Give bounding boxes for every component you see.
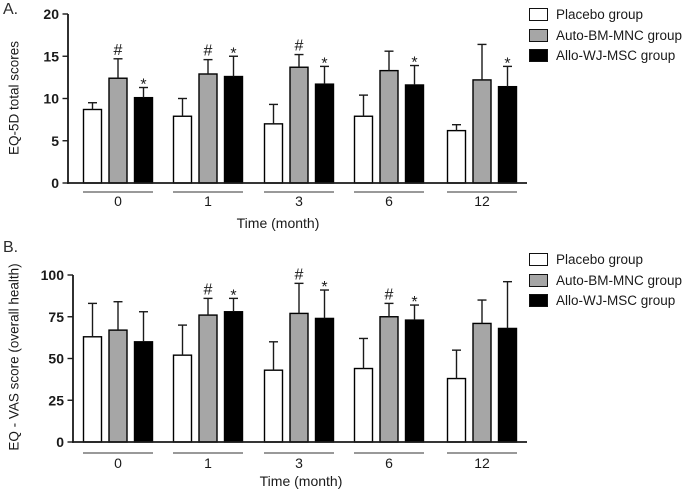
- significance-hash: #: [295, 266, 304, 283]
- bar: [314, 83, 335, 184]
- y-tick-label: 20: [43, 6, 59, 22]
- significance-hash: #: [114, 42, 123, 59]
- bar: [472, 79, 492, 184]
- significance-star: *: [140, 77, 146, 94]
- x-category-label: 6: [385, 455, 393, 471]
- significance-hash: #: [204, 43, 213, 60]
- significance-star: *: [230, 287, 236, 304]
- bar: [198, 73, 218, 184]
- legend-swatch-allo-wj-msc: [529, 294, 548, 307]
- y-tick-label: 15: [43, 48, 59, 64]
- x-category-label: 1: [204, 455, 212, 471]
- bar: [404, 319, 425, 443]
- legend-label-placebo: Placebo group: [556, 252, 644, 267]
- y-tick-label: 10: [43, 91, 59, 107]
- legend-item: Placebo group: [529, 252, 682, 267]
- bar: [289, 66, 309, 184]
- y-tick-label: 50: [48, 351, 64, 367]
- legend-label-allo-wj-msc: Allo-WJ-MSC group: [556, 293, 676, 308]
- bar: [172, 115, 193, 184]
- bar: [172, 354, 193, 443]
- legend-item: Allo-WJ-MSC group: [529, 48, 682, 63]
- legend-item: Placebo group: [529, 7, 682, 22]
- significance-star: *: [321, 279, 327, 296]
- panel-b-letter: B.: [3, 239, 19, 256]
- legend-label-placebo: Placebo group: [556, 7, 644, 22]
- bar: [497, 85, 518, 184]
- x-category-label: 3: [295, 193, 303, 209]
- x-category-label: 3: [295, 455, 303, 471]
- panel-b-x-axis-title: Time (month): [259, 473, 343, 489]
- bar: [446, 377, 467, 443]
- x-category-label: 0: [114, 455, 122, 471]
- bar: [133, 96, 154, 184]
- x-category-label: 12: [474, 193, 490, 209]
- y-tick-label: 100: [41, 267, 65, 283]
- y-tick-label: 75: [48, 309, 64, 325]
- bar: [314, 317, 335, 443]
- legend-item: Auto-BM-MNC group: [529, 28, 682, 43]
- panel-b-legend: Placebo group Auto-BM-MNC group Allo-WJ-…: [529, 252, 682, 308]
- legend-item: Auto-BM-MNC group: [529, 273, 682, 288]
- legend-label-auto-bm-mnc: Auto-BM-MNC group: [556, 272, 683, 288]
- x-category-label: 12: [474, 455, 490, 471]
- bar: [223, 75, 244, 184]
- legend-swatch-auto-bm-mnc: [529, 273, 548, 287]
- significance-star: *: [321, 55, 327, 72]
- bar: [379, 316, 399, 443]
- x-category-label: 0: [114, 193, 122, 209]
- legend-swatch-placebo: [529, 253, 548, 266]
- x-category-label: 6: [385, 193, 393, 209]
- significance-hash: #: [204, 281, 213, 298]
- bar: [82, 336, 103, 443]
- bar: [133, 341, 154, 443]
- panel-a-chart: 0 # * 1 # * 3 # * 6 * 12 * 0 5 10 15 20: [43, 6, 527, 209]
- significance-hash: #: [385, 286, 394, 303]
- significance-hash: #: [295, 38, 304, 55]
- bar: [404, 84, 425, 184]
- bar: [379, 69, 399, 184]
- significance-star: *: [411, 55, 417, 72]
- bar: [263, 123, 284, 184]
- legend-swatch-auto-bm-mnc: [529, 28, 548, 42]
- significance-star: *: [504, 55, 510, 72]
- legend-swatch-placebo: [529, 8, 548, 21]
- y-tick-label: 0: [56, 434, 64, 450]
- y-tick-label: 25: [48, 392, 64, 408]
- y-tick-label: 0: [51, 175, 59, 191]
- bar: [82, 108, 103, 184]
- significance-star: *: [230, 45, 236, 62]
- bar: [263, 369, 284, 443]
- legend-swatch-allo-wj-msc: [529, 49, 548, 62]
- bar: [289, 312, 309, 443]
- bar: [108, 329, 128, 443]
- panel-a-x-axis-title: Time (month): [236, 215, 320, 231]
- panel-b-chart: 0 1 # * 3 # * 6 # * 12 0 25 50 75 100: [41, 266, 527, 471]
- bar: [353, 115, 374, 184]
- legend-label-auto-bm-mnc: Auto-BM-MNC group: [556, 27, 683, 43]
- legend-label-allo-wj-msc: Allo-WJ-MSC group: [556, 48, 676, 63]
- bar: [198, 314, 218, 443]
- panel-a-letter: A.: [3, 1, 19, 18]
- bar: [353, 367, 374, 443]
- bar: [446, 129, 467, 184]
- bar: [108, 77, 128, 184]
- bar: [223, 311, 244, 443]
- bar: [472, 322, 492, 443]
- panel-a-legend: Placebo group Auto-BM-MNC group Allo-WJ-…: [529, 7, 682, 63]
- legend-item: Allo-WJ-MSC group: [529, 293, 682, 308]
- bar: [497, 327, 518, 443]
- x-category-label: 1: [204, 193, 212, 209]
- y-tick-label: 5: [51, 133, 59, 149]
- significance-star: *: [411, 294, 417, 311]
